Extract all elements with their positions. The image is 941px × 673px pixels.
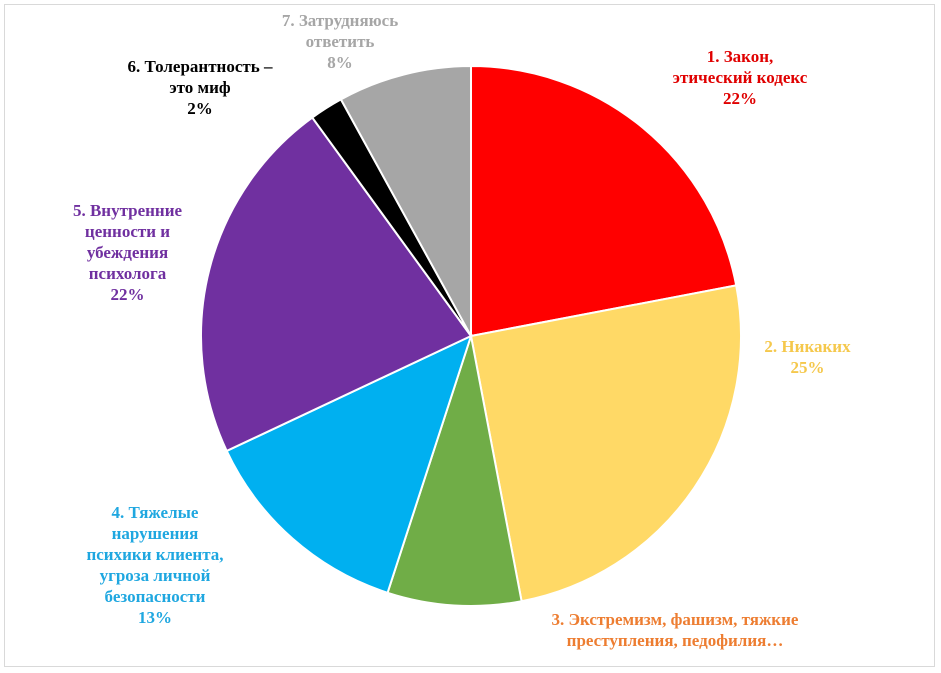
- slice-label-line: психики клиента,: [86, 545, 224, 564]
- slice-percent: 8%: [327, 53, 353, 72]
- pie-slice-3: [386, 335, 523, 607]
- slice-label-line: ценности и: [84, 222, 171, 241]
- slice-label-tsennosti: 5. Внутренние ценности и убеждения психо…: [40, 200, 215, 305]
- slice-label-tolerantnost: 6. Толерантность – это миф 2%: [100, 56, 300, 119]
- slice-label-line: преступления, педофилия…: [566, 631, 784, 650]
- pie-slice-2: [469, 284, 742, 603]
- chart-frame: [4, 4, 935, 667]
- slice-percent: 22%: [110, 285, 145, 304]
- pie-slice-7: [339, 64, 472, 337]
- slice-label-zakon: 1. Закон, этический кодекс 22%: [640, 46, 840, 109]
- slice-label-line: угроза личной: [99, 566, 211, 585]
- slice-label-line: безопасности: [104, 587, 206, 606]
- pie-slices: [200, 64, 742, 607]
- pie-slice-4: [225, 334, 473, 595]
- slice-percent: 13%: [138, 608, 172, 627]
- slice-percent: 25%: [790, 358, 825, 377]
- slice-label-line: нарушения: [111, 524, 199, 543]
- slice-label-line: этический кодекс: [672, 68, 808, 87]
- slice-label-line: 4. Тяжелые: [111, 503, 199, 522]
- slice-label-ekstremizm: 3. Экстремизм, фашизм, тяжкие преступлен…: [520, 609, 830, 651]
- slice-label-narusheniya: 4. Тяжелые нарушения психики клиента, уг…: [55, 502, 255, 628]
- slice-percent: 22%: [723, 89, 757, 108]
- slice-percent: 2%: [187, 99, 213, 118]
- slice-label-line: 3. Экстремизм, фашизм, тяжкие: [551, 610, 799, 629]
- pie-slice-1: [470, 64, 738, 338]
- slice-label-line: 7. Затрудняюсь: [281, 11, 399, 30]
- slice-label-line: 1. Закон,: [706, 47, 774, 66]
- slice-label-nikakikh: 2. Никаких 25%: [740, 336, 875, 378]
- slice-label-line: 5. Внутренние: [72, 201, 183, 220]
- slice-label-line: это миф: [169, 78, 231, 97]
- slice-label-line: 6. Толерантность –: [127, 57, 273, 76]
- slice-label-line: убеждения: [86, 243, 169, 262]
- pie-slice-5: [200, 116, 473, 453]
- slice-label-line: психолога: [88, 264, 167, 283]
- slice-label-zatrudnyayus: 7. Затрудняюсь ответить 8%: [255, 10, 425, 73]
- slice-label-line: ответить: [305, 32, 375, 51]
- slice-label-line: 2. Никаких: [764, 337, 851, 356]
